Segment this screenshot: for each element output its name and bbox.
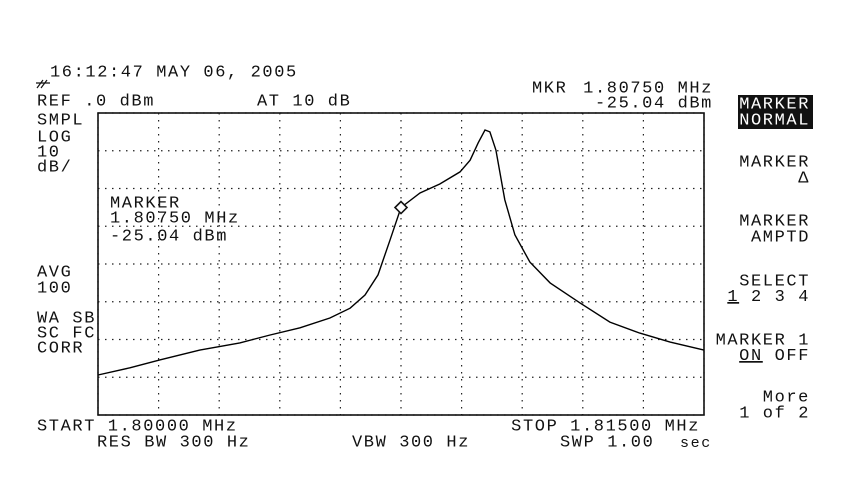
left-annotation: WA SB [37, 309, 96, 328]
softkey-option: 1 [727, 288, 739, 307]
softkey-option: 3 [775, 288, 787, 307]
stop-freq: STOP 1.81500 MHz [511, 417, 700, 436]
left-annotation: 100 [37, 279, 72, 298]
softkey-label[interactable]: SELECT [739, 272, 810, 291]
left-annotation: dB/ [37, 158, 72, 177]
marker-box-ampl: -25.04 dBm [110, 227, 228, 246]
vbw: VBW 300 Hz [352, 433, 470, 452]
marker-readout-label: MKR [532, 79, 567, 98]
sweep: SWP 1.00 [560, 433, 654, 452]
softkey-option: 4 [798, 288, 810, 307]
left-annotation: LOG [37, 128, 72, 147]
left-annotation: 10 [37, 143, 61, 162]
softkey-option: 2 [751, 288, 763, 307]
sweep-unit: sec [680, 435, 712, 452]
marker-box-title: MARKER [110, 194, 181, 213]
marker-readout-ampl: -25.04 dBm [595, 94, 713, 113]
softkey-label[interactable]: NORMAL [739, 111, 810, 130]
softkey-label[interactable]: More [763, 388, 810, 407]
attenuation: AT 10 dB [257, 92, 351, 111]
softkey-label[interactable]: Δ [798, 169, 810, 188]
softkey-options: 1 2 3 4 [727, 288, 810, 307]
softkey-label[interactable]: MARKER [739, 212, 810, 231]
marker-symbol [393, 200, 409, 215]
softkey-label[interactable]: MARKER [739, 95, 810, 114]
left-annotation: SMPL [37, 111, 84, 130]
softkey-label[interactable]: MARKER [739, 153, 810, 172]
left-annotation: CORR [37, 339, 84, 358]
marker-readout-freq: 1.80750 MHz [583, 79, 713, 98]
trace [97, 129, 705, 376]
start-freq: START 1.80000 MHz [37, 417, 238, 436]
softkey-options: ON OFF [739, 347, 810, 366]
ref-level: REF .0 dBm [37, 92, 155, 111]
softkey-label[interactable]: 1 of 2 [739, 404, 810, 423]
left-annotation: AVG [37, 263, 72, 282]
left-annotation: SC FC [37, 324, 96, 343]
softkey-highlight [738, 95, 813, 129]
softkey-option: OFF [775, 347, 810, 366]
logo [36, 79, 50, 89]
softkey-label[interactable]: AMPTD [751, 228, 810, 247]
softkey-label[interactable]: MARKER 1 [716, 331, 810, 350]
timestamp: 16:12:47 MAY 06, 2005 [50, 63, 298, 82]
plot-frame [97, 112, 705, 416]
marker-box-freq: 1.80750 MHz [110, 209, 240, 228]
res-bw: RES BW 300 Hz [97, 433, 250, 452]
softkey-option: ON [739, 347, 763, 366]
